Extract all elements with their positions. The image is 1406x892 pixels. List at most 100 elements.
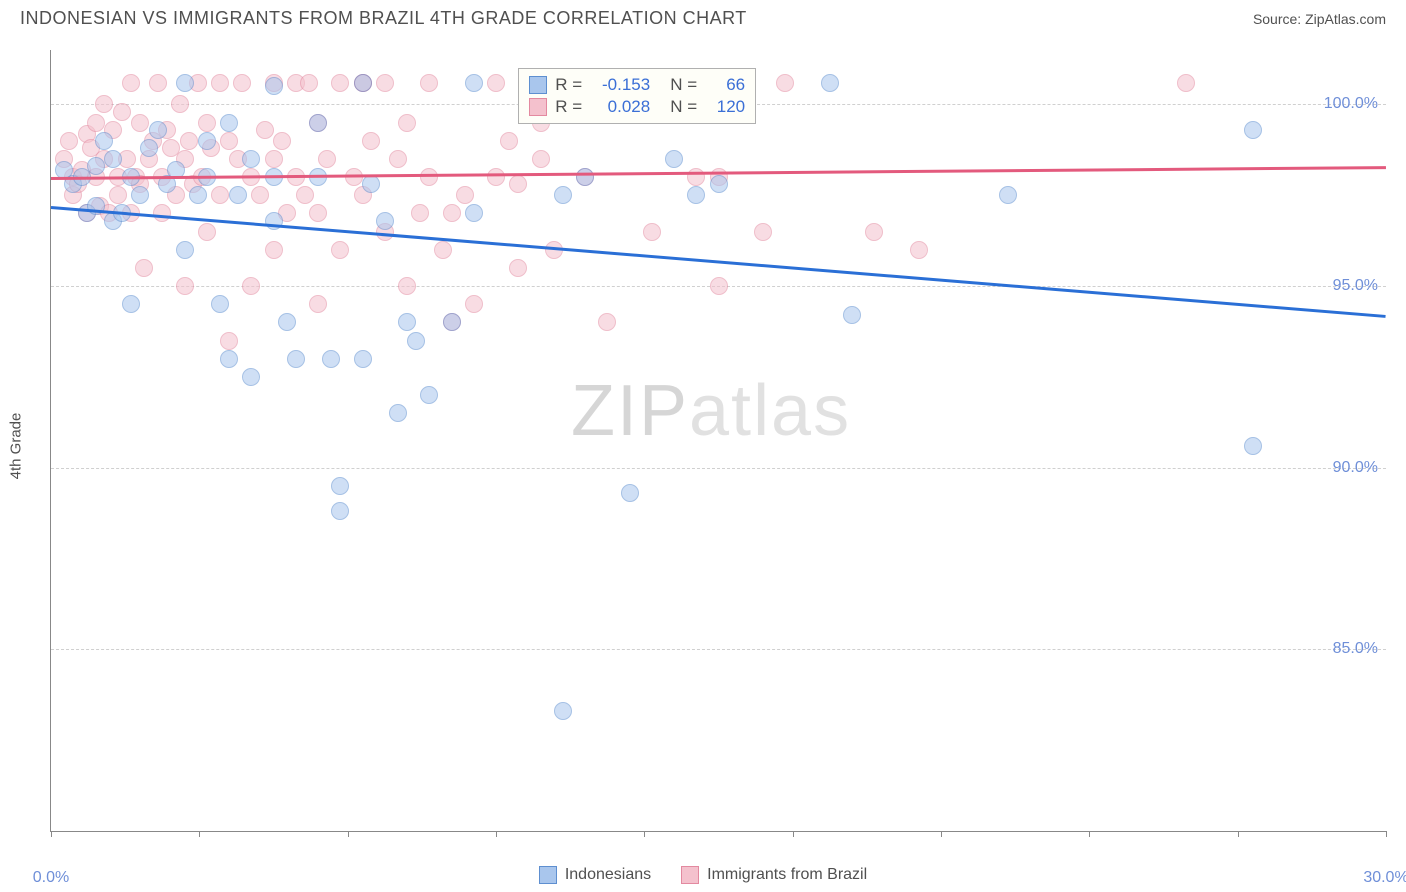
x-tick [496, 831, 497, 837]
gridline [51, 468, 1386, 469]
data-point [131, 186, 149, 204]
data-point [710, 277, 728, 295]
data-point [198, 132, 216, 150]
data-point [456, 186, 474, 204]
stats-swatch [529, 98, 547, 116]
data-point [1177, 74, 1195, 92]
data-point [171, 95, 189, 113]
data-point [149, 121, 167, 139]
data-point [242, 277, 260, 295]
legend-label: Indonesians [565, 866, 651, 884]
x-tick [793, 831, 794, 837]
x-tick [941, 831, 942, 837]
data-point [443, 313, 461, 331]
data-point [389, 150, 407, 168]
x-tick [348, 831, 349, 837]
watermark-light: atlas [689, 371, 851, 451]
data-point [376, 74, 394, 92]
data-point [999, 186, 1017, 204]
data-point [576, 168, 594, 186]
data-point [122, 74, 140, 92]
data-point [398, 277, 416, 295]
data-point [376, 212, 394, 230]
x-tick [644, 831, 645, 837]
x-tick [199, 831, 200, 837]
data-point [95, 132, 113, 150]
x-tick [1089, 831, 1090, 837]
data-point [331, 477, 349, 495]
data-point [322, 350, 340, 368]
data-point [465, 295, 483, 313]
data-point [149, 74, 167, 92]
data-point [135, 259, 153, 277]
data-point [318, 150, 336, 168]
data-point [176, 241, 194, 259]
legend-item-indonesians: Indonesians [539, 866, 651, 884]
source-attribution: Source: ZipAtlas.com [1253, 11, 1386, 27]
stats-swatch [529, 76, 547, 94]
data-point [176, 277, 194, 295]
data-point [87, 157, 105, 175]
data-point [910, 241, 928, 259]
data-point [398, 114, 416, 132]
legend-item-brazil: Immigrants from Brazil [681, 866, 867, 884]
data-point [198, 114, 216, 132]
data-point [287, 350, 305, 368]
data-point [220, 132, 238, 150]
data-point [309, 114, 327, 132]
data-point [465, 74, 483, 92]
data-point [113, 103, 131, 121]
data-point [309, 204, 327, 222]
data-point [265, 150, 283, 168]
data-point [500, 132, 518, 150]
watermark-strong: ZIP [571, 371, 689, 451]
data-point [554, 702, 572, 720]
data-point [411, 204, 429, 222]
data-point [621, 484, 639, 502]
data-point [220, 350, 238, 368]
data-point [104, 150, 122, 168]
legend-label: Immigrants from Brazil [707, 866, 867, 884]
data-point [300, 74, 318, 92]
data-point [509, 259, 527, 277]
data-point [509, 175, 527, 193]
data-point [443, 204, 461, 222]
data-point [220, 114, 238, 132]
data-point [776, 74, 794, 92]
r-label: R = [555, 97, 582, 117]
data-point [354, 350, 372, 368]
data-point [1244, 437, 1262, 455]
data-point [122, 295, 140, 313]
scatter-chart: ZIPatlas 85.0%90.0%95.0%100.0%0.0%30.0%R… [50, 50, 1386, 832]
data-point [465, 204, 483, 222]
r-value: -0.153 [590, 75, 650, 95]
data-point [687, 186, 705, 204]
data-point [420, 168, 438, 186]
correlation-stats-box: R =-0.153N =66R =0.028N =120 [518, 68, 756, 124]
data-point [398, 313, 416, 331]
watermark: ZIPatlas [571, 370, 851, 452]
chart-title: INDONESIAN VS IMMIGRANTS FROM BRAZIL 4TH… [20, 8, 747, 29]
data-point [95, 95, 113, 113]
data-point [278, 313, 296, 331]
data-point [354, 74, 372, 92]
data-point [211, 186, 229, 204]
data-point [487, 168, 505, 186]
r-value: 0.028 [590, 97, 650, 117]
data-point [331, 502, 349, 520]
legend-swatch [681, 866, 699, 884]
data-point [665, 150, 683, 168]
data-point [198, 223, 216, 241]
data-point [362, 175, 380, 193]
data-point [331, 74, 349, 92]
data-point [598, 313, 616, 331]
data-point [233, 74, 251, 92]
data-point [265, 77, 283, 95]
data-point [532, 150, 550, 168]
data-point [242, 368, 260, 386]
n-label: N = [670, 75, 697, 95]
data-point [710, 175, 728, 193]
data-point [821, 74, 839, 92]
data-point [242, 150, 260, 168]
data-point [60, 132, 78, 150]
